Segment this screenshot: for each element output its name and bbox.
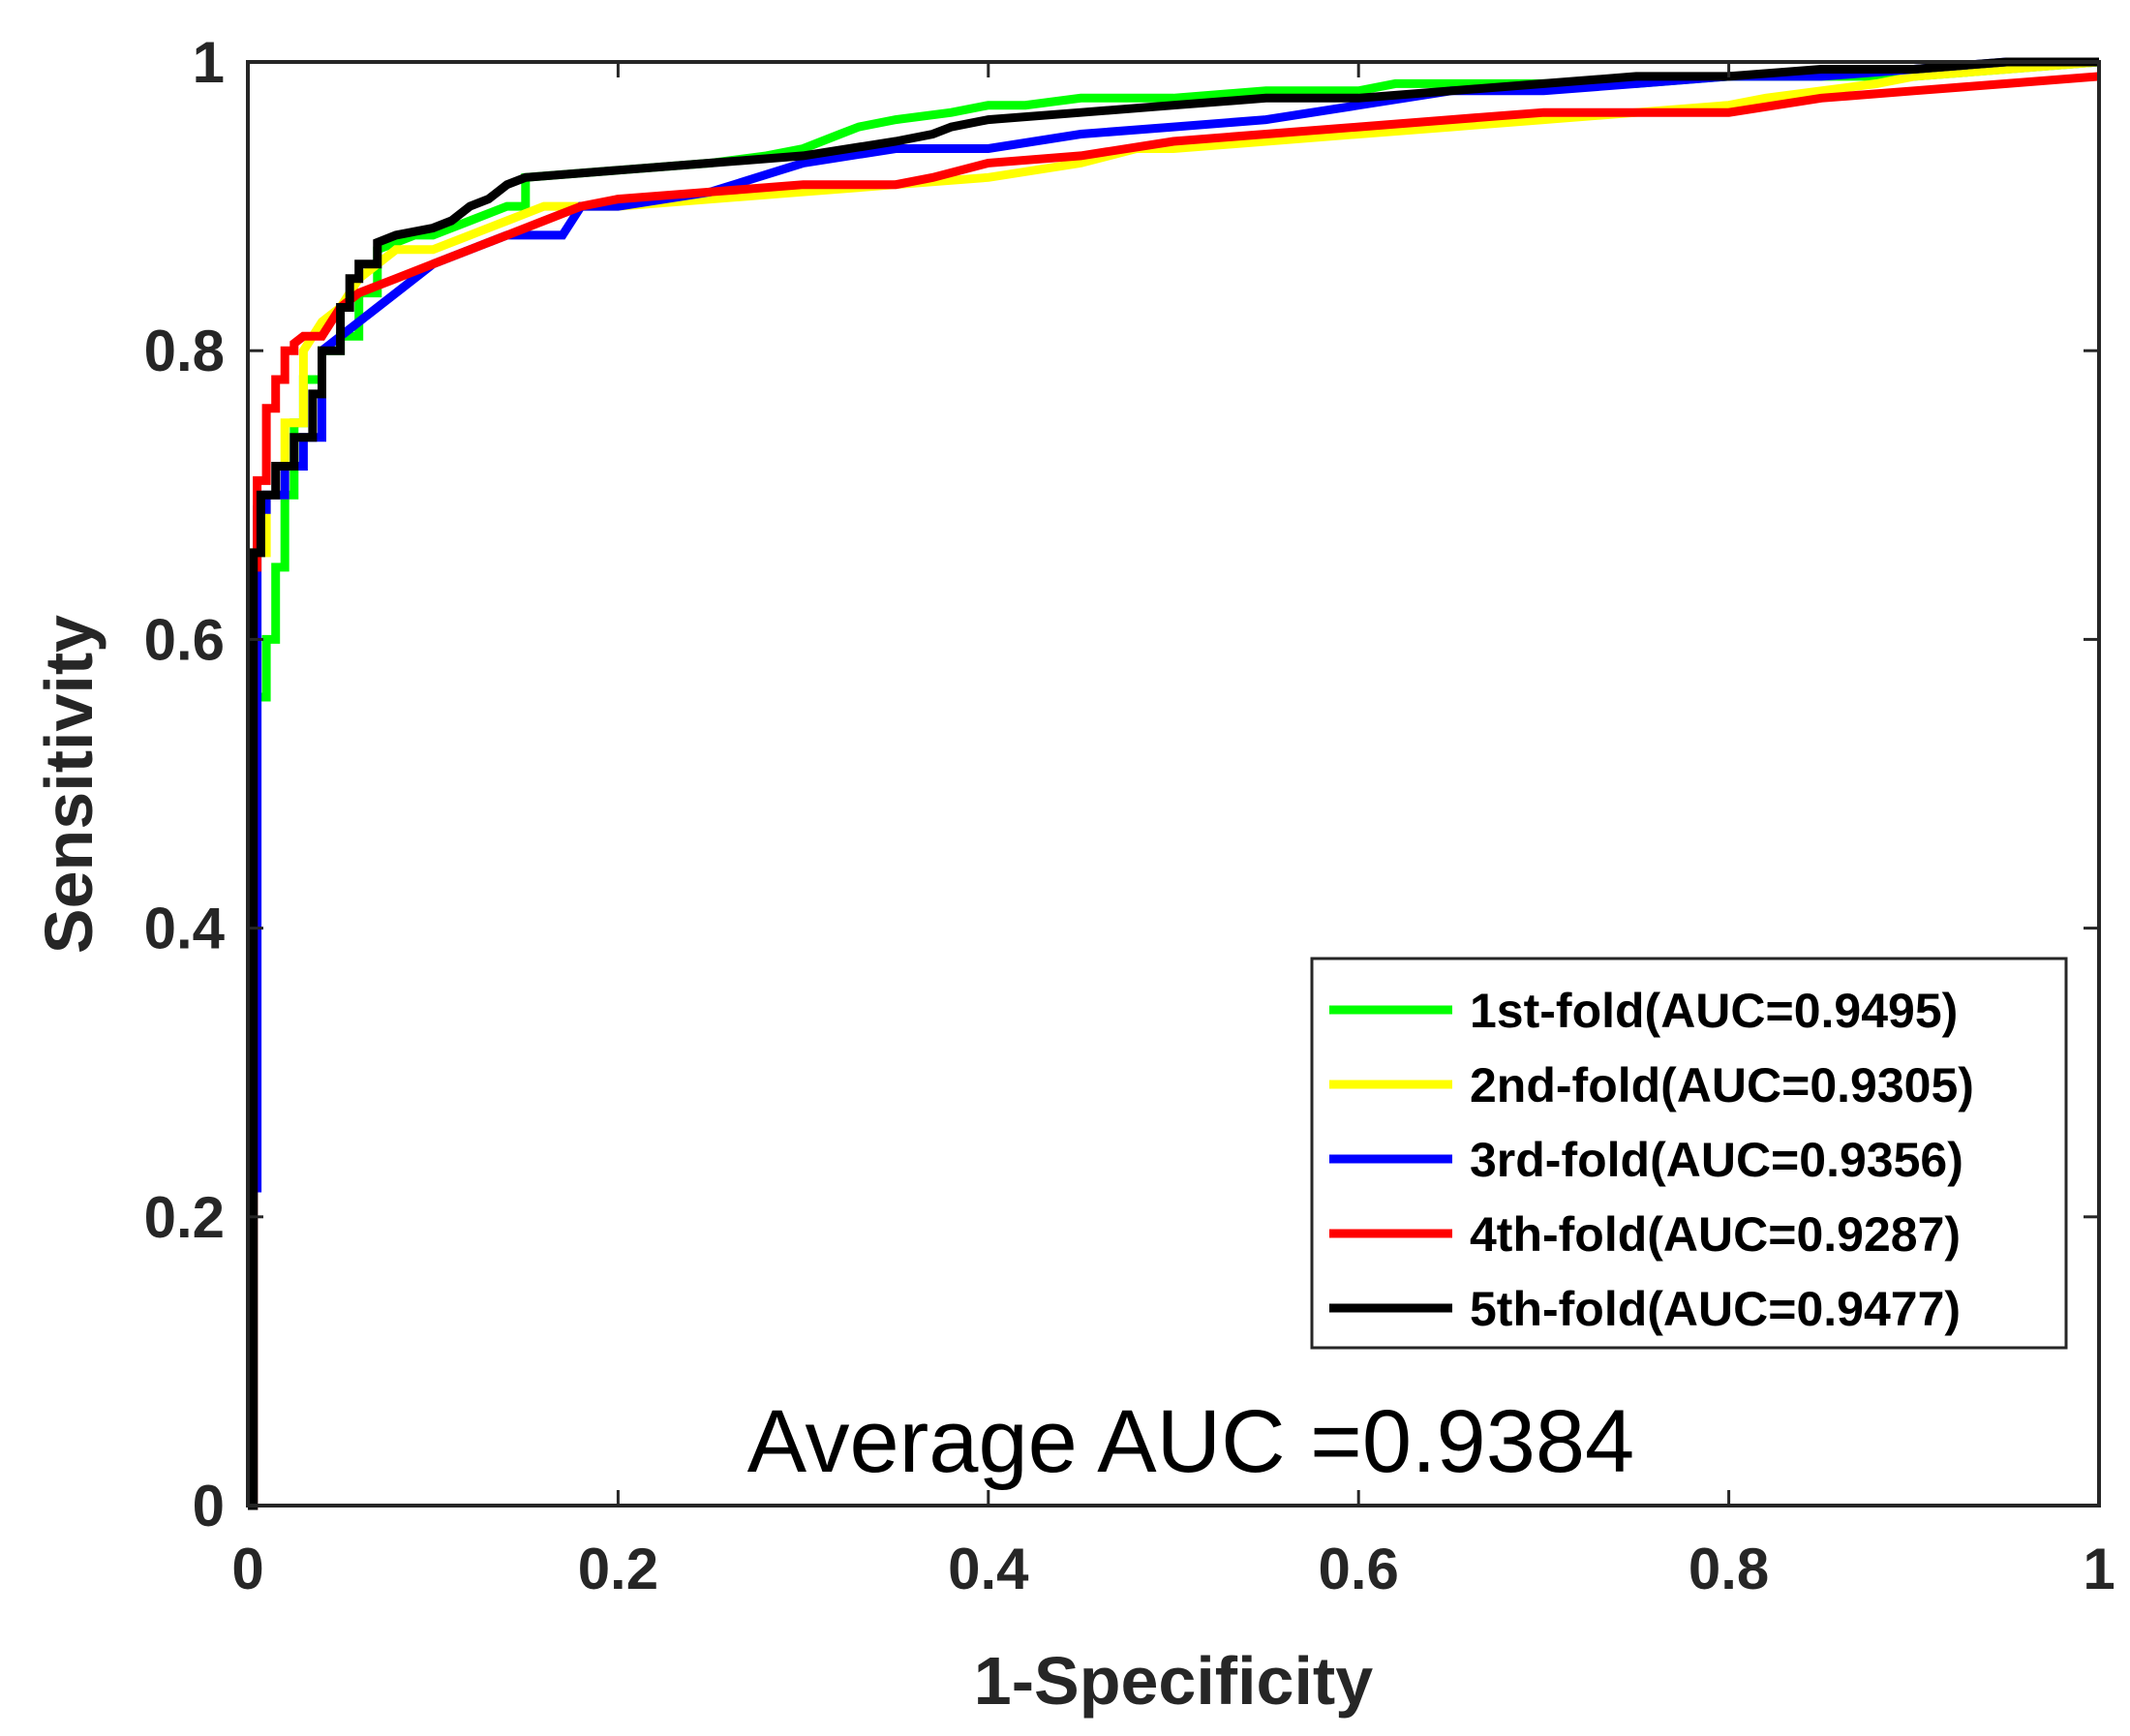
plot-frame: [246, 60, 2101, 1508]
legend-label-3: 3rd-fold(AUC=0.9356): [1470, 1133, 1963, 1187]
x-tick-label-2: 0.4: [948, 1537, 1029, 1601]
y-tick-label-2: 0.4: [144, 897, 226, 961]
x-tick-label-0: 0: [231, 1537, 263, 1601]
y-tick-label-0: 0: [193, 1474, 225, 1538]
x-tick-label-4: 0.8: [1689, 1537, 1769, 1601]
series-line-5: [248, 57, 2099, 1510]
ticks-layer: 0 0.2 0.4 0.6 0.8 1 0 0.2 0.4 0.6 0.8 1: [144, 30, 2115, 1601]
y-tick-label-5: 1: [193, 30, 225, 95]
legend-label-2: 2nd-fold(AUC=0.9305): [1470, 1058, 1974, 1112]
x-axis-label: 1-Specificity: [974, 1643, 1373, 1719]
y-tick-label-4: 0.8: [144, 319, 225, 383]
y-axis-label: Sensitivity: [31, 615, 106, 954]
average-auc-annotation: Average AUC =0.9384: [747, 1392, 1634, 1491]
y-tick-label-3: 0.6: [144, 607, 225, 672]
legend-label-5: 5th-fold(AUC=0.9477): [1470, 1282, 1961, 1336]
legend-label-1: 1st-fold(AUC=0.9495): [1470, 984, 1958, 1038]
x-tick-label-1: 0.2: [578, 1537, 658, 1601]
series-layer: [248, 57, 2100, 1510]
series-line-4: [248, 72, 2100, 1510]
legend-box: [1310, 957, 2068, 1350]
x-tick-label-3: 0.6: [1318, 1537, 1398, 1601]
y-tick-label-1: 0.2: [144, 1185, 225, 1250]
legend: 1st-fold(AUC=0.9495) 2nd-fold(AUC=0.9305)…: [1310, 957, 2068, 1350]
legend-label-4: 4th-fold(AUC=0.9287): [1470, 1207, 1961, 1262]
legend-entries: 1st-fold(AUC=0.9495) 2nd-fold(AUC=0.9305)…: [1329, 984, 1974, 1336]
x-tick-label-5: 1: [2083, 1537, 2115, 1601]
